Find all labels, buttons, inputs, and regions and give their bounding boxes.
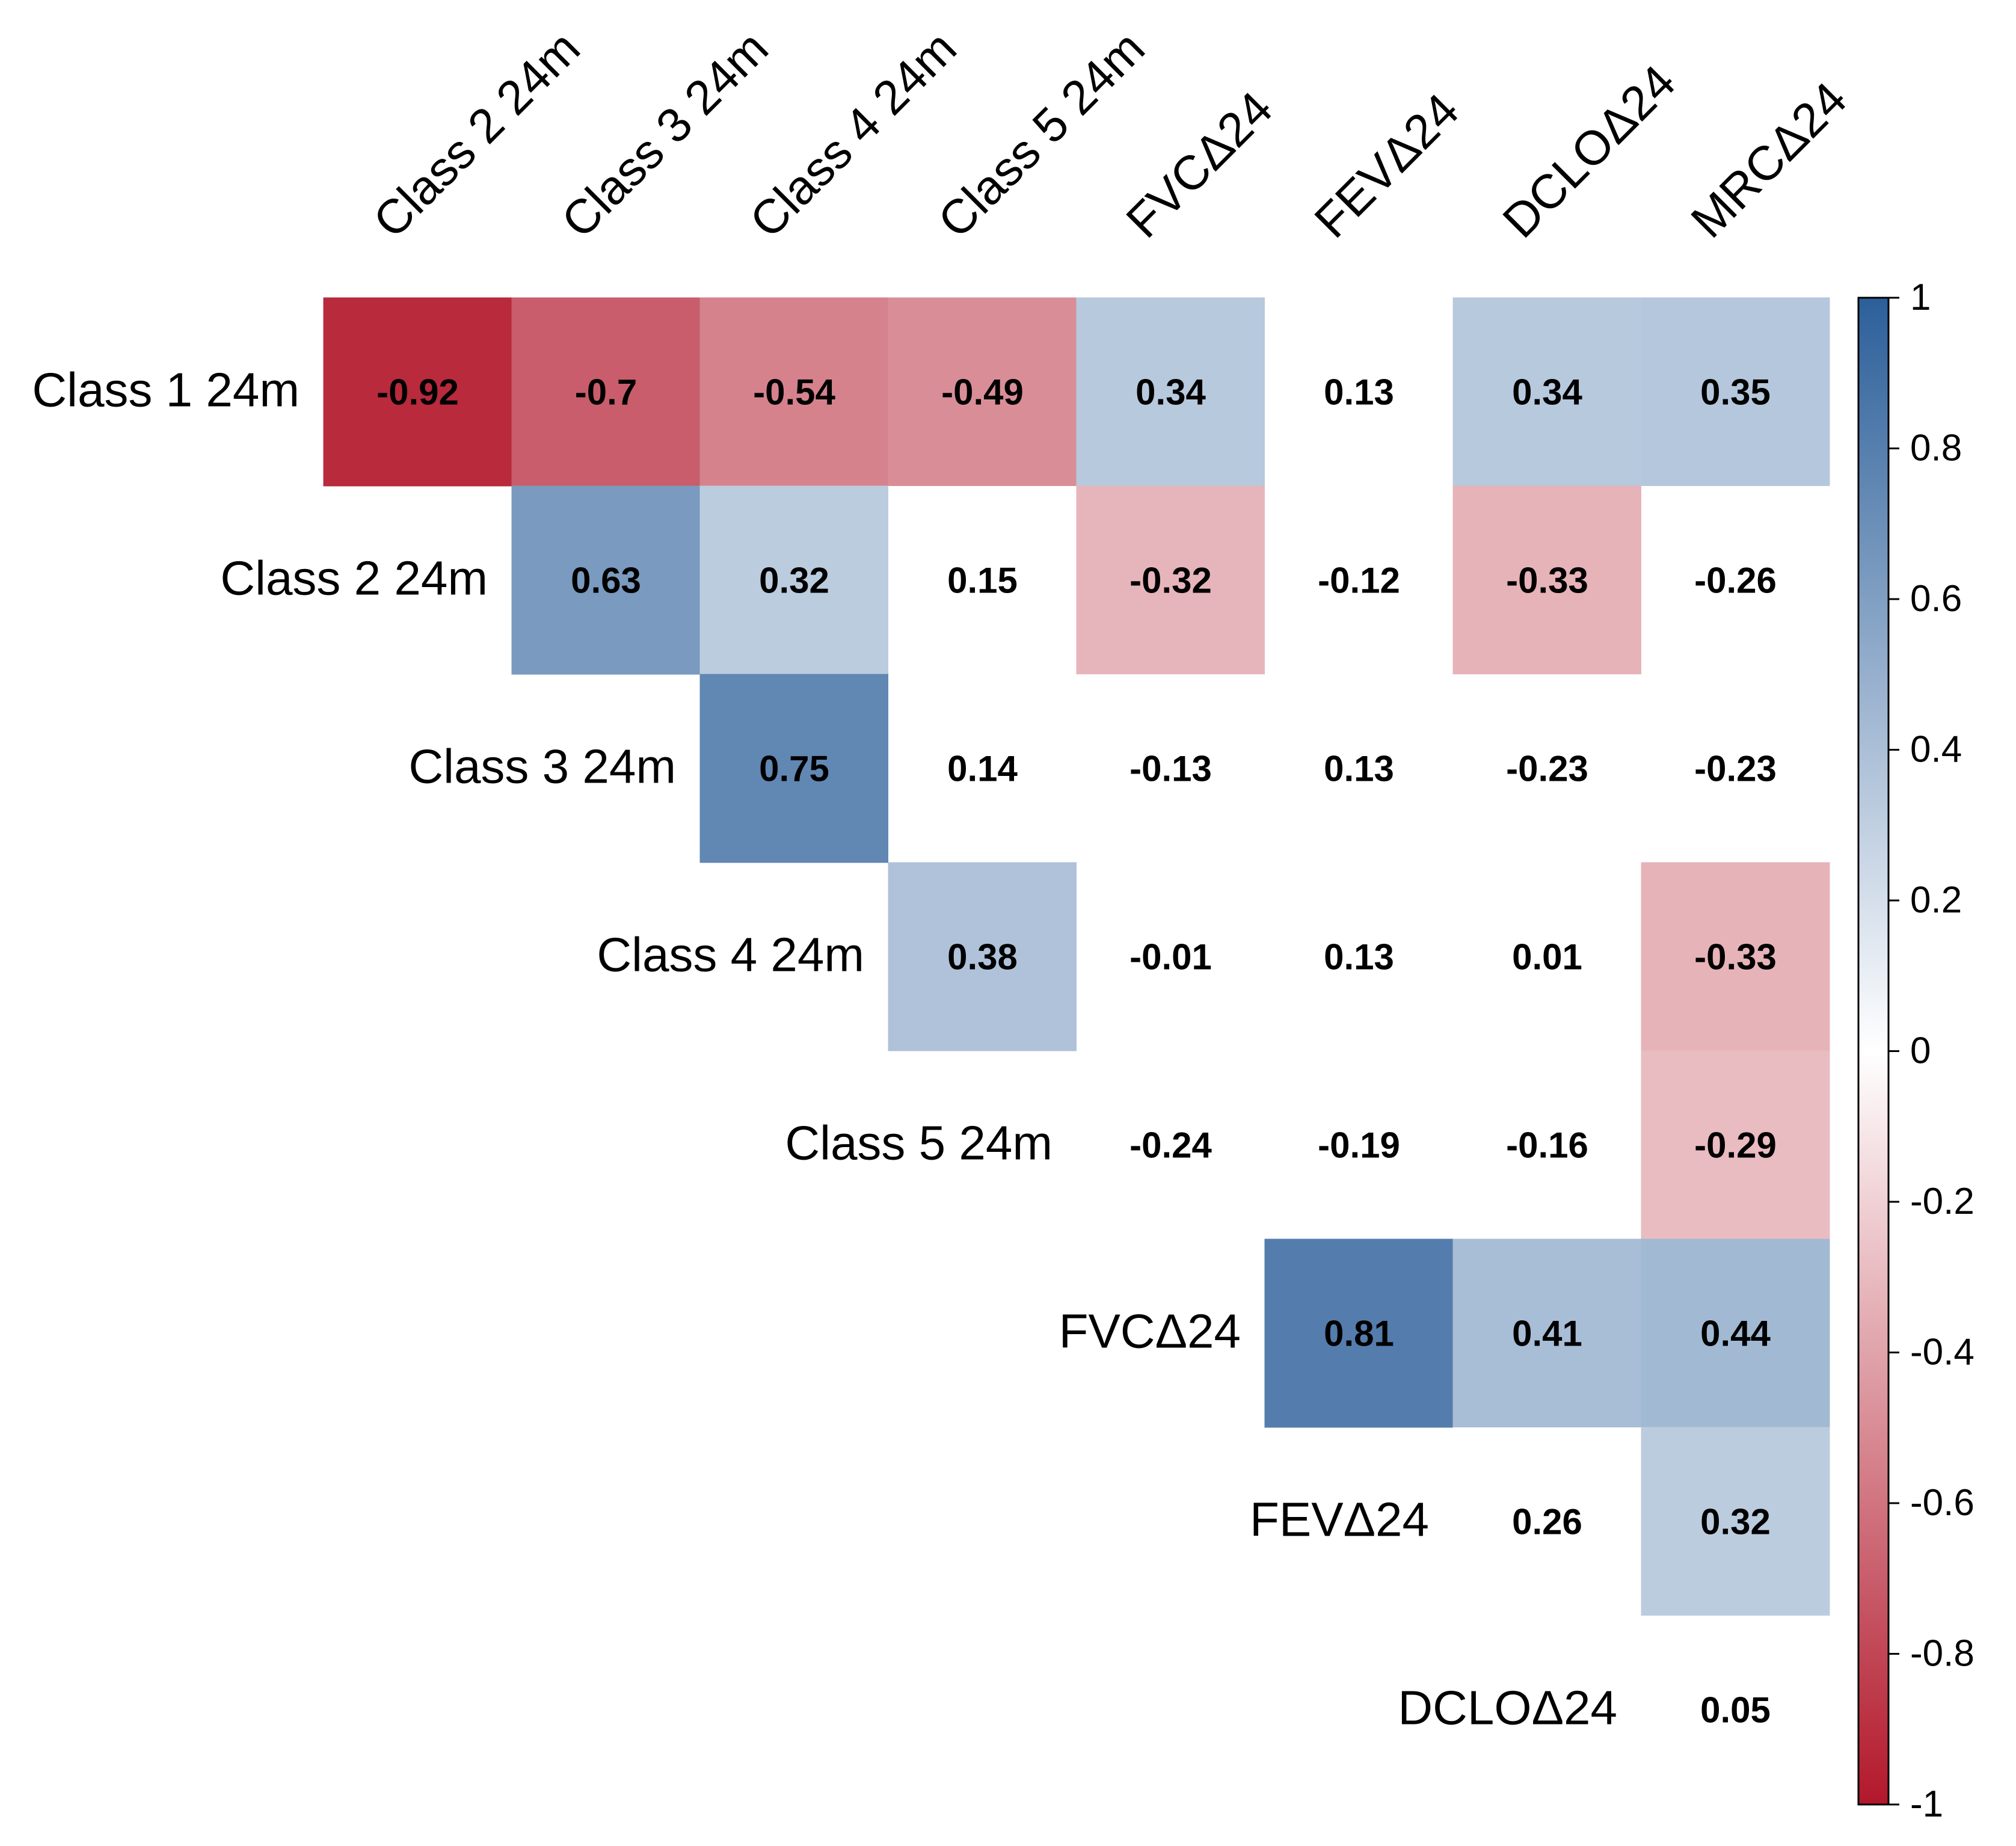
heatmap-cell[interactable]	[888, 674, 1077, 863]
colorbar-tick-label: 0.2	[1910, 879, 1962, 921]
heatmap-cell[interactable]	[1077, 863, 1265, 1051]
cell-value-label: -0.54	[753, 372, 835, 413]
column-label: DCLOΔ24	[1493, 55, 1686, 248]
heatmap-cell[interactable]	[1452, 297, 1642, 487]
cell-value-label: 0.75	[759, 749, 829, 789]
colorbar-tick-label: -1	[1910, 1783, 1943, 1825]
cell-value-label: 0.15	[947, 561, 1018, 601]
colorbar-tick-label: -0.2	[1910, 1181, 1975, 1222]
cell-value-label: -0.49	[941, 372, 1024, 413]
colorbar	[1857, 297, 1890, 1806]
heatmap-cell[interactable]	[1264, 1238, 1454, 1428]
cell-value-label: -0.92	[376, 372, 459, 413]
heatmap-cell[interactable]	[1265, 1051, 1453, 1239]
heatmap-cell[interactable]	[699, 674, 889, 863]
colorbar-tick-label: -0.8	[1910, 1633, 1975, 1675]
cell-value-label: -0.29	[1694, 1125, 1777, 1166]
row-label: FVCΔ24	[1059, 1305, 1241, 1358]
cell-value-label: 0.32	[759, 561, 829, 601]
row-label: Class 1 24m	[32, 363, 300, 417]
heatmap-cell[interactable]	[1077, 674, 1265, 863]
colorbar-tick-label: -0.4	[1910, 1332, 1975, 1373]
heatmap-cell[interactable]	[1077, 1051, 1265, 1239]
heatmap-cell[interactable]	[511, 485, 701, 675]
cell-value-label: -0.19	[1318, 1125, 1400, 1166]
cell-value-label: -0.23	[1694, 749, 1777, 789]
heatmap-cell[interactable]	[511, 297, 701, 487]
heatmap-cell[interactable]	[323, 297, 512, 487]
cell-value-label: -0.13	[1129, 749, 1212, 789]
heatmap-cell[interactable]	[888, 486, 1077, 674]
cell-value-label: 0.26	[1512, 1502, 1582, 1542]
cell-value-label: 0.14	[947, 749, 1018, 789]
cell-value-label: -0.01	[1129, 937, 1212, 977]
cell-value-label: 0.38	[947, 937, 1018, 977]
cell-value-label: 0.44	[1700, 1314, 1771, 1354]
cell-value-label: -0.23	[1506, 749, 1588, 789]
cell-value-label: 0.34	[1512, 372, 1582, 413]
heatmap-cell[interactable]	[1641, 1050, 1830, 1240]
column-label: MRCΔ24	[1681, 72, 1857, 248]
heatmap-cell[interactable]	[1076, 485, 1265, 675]
row-label: Class 2 24m	[220, 552, 488, 605]
colorbar-tick-label: -0.6	[1910, 1482, 1975, 1524]
column-label: FEVΔ24	[1305, 83, 1469, 248]
heatmap-cell[interactable]	[1641, 486, 1830, 674]
cell-value-label: -0.16	[1506, 1125, 1588, 1166]
row-label: Class 3 24m	[408, 740, 676, 793]
heatmap-cell[interactable]	[1641, 1427, 1830, 1616]
cell-value-label: 0.32	[1700, 1502, 1771, 1542]
colorbar-tick-label: 0.8	[1910, 428, 1962, 469]
heatmap-cell[interactable]	[888, 297, 1077, 487]
cell-value-label: 0.13	[1324, 372, 1394, 413]
cell-value-label: 0.34	[1136, 372, 1206, 413]
heatmap-cell[interactable]	[1641, 1616, 1830, 1804]
cell-value-label: 0.13	[1324, 937, 1394, 977]
heatmap-cell[interactable]	[1641, 1238, 1830, 1428]
heatmap-cell[interactable]	[1265, 674, 1453, 863]
heatmap-cell[interactable]	[1453, 674, 1641, 863]
heatmap-cell[interactable]	[1641, 297, 1830, 487]
heatmap-cell[interactable]	[1452, 1238, 1642, 1428]
colorbar-tick-label: 0.6	[1910, 578, 1962, 620]
heatmap-cell[interactable]	[1265, 486, 1453, 674]
cell-value-label: -0.12	[1318, 561, 1400, 601]
row-label: DCLOΔ24	[1398, 1681, 1617, 1735]
row-label: Class 5 24m	[785, 1116, 1053, 1170]
cell-value-label: -0.33	[1506, 561, 1588, 601]
cell-value-label: -0.33	[1694, 937, 1777, 977]
heatmap-cell[interactable]	[1076, 297, 1265, 487]
heatmap-cell[interactable]	[699, 485, 889, 675]
cell-value-label: -0.7	[575, 372, 637, 413]
cell-value-label: 0.13	[1324, 749, 1394, 789]
cell-value-label: 0.35	[1700, 372, 1771, 413]
heatmap-cell[interactable]	[1453, 1051, 1641, 1239]
heatmap-cell[interactable]	[1453, 863, 1641, 1051]
heatmap-cell[interactable]	[1641, 674, 1830, 863]
heatmap-cell[interactable]	[1452, 485, 1642, 675]
cell-value-label: 0.81	[1324, 1314, 1394, 1354]
heatmap-cell[interactable]	[1265, 863, 1453, 1051]
cell-value-label: 0.41	[1512, 1314, 1582, 1354]
column-label: FVCΔ24	[1116, 81, 1283, 248]
cell-value-label: -0.26	[1694, 561, 1777, 601]
cell-value-label: -0.24	[1129, 1125, 1212, 1166]
colorbar-tick-label: 0.4	[1910, 729, 1962, 771]
heatmap-cell[interactable]	[699, 297, 889, 487]
colorbar-tick-label: 1	[1910, 277, 1931, 318]
cell-value-label: 0.05	[1700, 1690, 1771, 1731]
row-label: FEVΔ24	[1250, 1493, 1429, 1546]
colorbar-tick-label: 0	[1910, 1030, 1931, 1072]
heatmap-cell[interactable]	[1265, 298, 1453, 486]
row-label: Class 4 24m	[597, 928, 864, 982]
cell-value-label: 0.63	[571, 561, 641, 601]
heatmap-cell[interactable]	[1453, 1427, 1641, 1616]
cell-value-label: -0.32	[1129, 561, 1212, 601]
heatmap-cell[interactable]	[888, 862, 1077, 1051]
cell-value-label: 0.01	[1512, 937, 1582, 977]
heatmap-cell[interactable]	[1641, 862, 1830, 1051]
